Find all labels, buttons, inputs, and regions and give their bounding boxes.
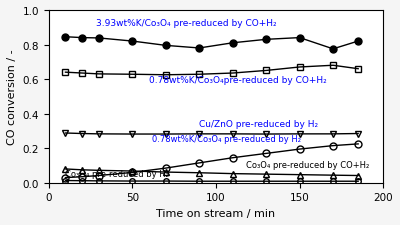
Text: 3.93wt%K/Co₃O₄ pre-reduced by CO+H₂: 3.93wt%K/Co₃O₄ pre-reduced by CO+H₂	[96, 19, 276, 28]
Co3O4 pre-reduced by CO+H2	[297, 173, 302, 176]
Co3O4 pre-reduced by H2	[356, 180, 360, 183]
Line: 0.78wt%K/Co3O4 pre-reduced by H2: 0.78wt%K/Co3O4 pre-reduced by H2	[62, 141, 362, 181]
Text: Co₃O₄ pre-reduced by H₂: Co₃O₄ pre-reduced by H₂	[66, 170, 169, 179]
Co3O4 pre-reduced by CO+H2	[130, 170, 135, 173]
0.78wt%K/Co3O4 pre-reduced by CO+H2	[80, 72, 84, 75]
0.78wt%K/Co3O4 pre-reduced by H2	[164, 167, 168, 170]
Co3O4 pre-reduced by H2	[63, 179, 68, 182]
0.78wt%K/Co3O4 pre-reduced by H2	[331, 145, 336, 147]
Cu/ZnO pre-reduced by H2	[80, 133, 84, 135]
Line: Co3O4 pre-reduced by CO+H2: Co3O4 pre-reduced by CO+H2	[62, 166, 362, 179]
Co3O4 pre-reduced by H2	[96, 180, 101, 182]
3.93wt%K/Co3O4 pre-reduced by CO+H2	[197, 47, 202, 50]
Cu/ZnO pre-reduced by H2	[230, 133, 235, 136]
0.78wt%K/Co3O4 pre-reduced by CO+H2	[331, 65, 336, 67]
3.93wt%K/Co3O4 pre-reduced by CO+H2	[331, 48, 336, 51]
0.78wt%K/Co3O4 pre-reduced by CO+H2	[297, 66, 302, 69]
3.93wt%K/Co3O4 pre-reduced by CO+H2	[96, 37, 101, 40]
Co3O4 pre-reduced by CO+H2	[356, 174, 360, 177]
Cu/ZnO pre-reduced by H2	[331, 133, 336, 136]
3.93wt%K/Co3O4 pre-reduced by CO+H2	[63, 36, 68, 39]
Co3O4 pre-reduced by CO+H2	[230, 173, 235, 175]
0.78wt%K/Co3O4 pre-reduced by CO+H2	[230, 72, 235, 75]
Cu/ZnO pre-reduced by H2	[164, 133, 168, 136]
Co3O4 pre-reduced by H2	[230, 180, 235, 183]
Text: 0.78wt%K/Co₃O₄ pre-reduced by H₂: 0.78wt%K/Co₃O₄ pre-reduced by H₂	[152, 134, 302, 143]
Co3O4 pre-reduced by CO+H2	[63, 168, 68, 171]
Line: 3.93wt%K/Co3O4 pre-reduced by CO+H2: 3.93wt%K/Co3O4 pre-reduced by CO+H2	[62, 34, 362, 53]
Co3O4 pre-reduced by H2	[297, 180, 302, 183]
Co3O4 pre-reduced by H2	[331, 180, 336, 183]
Co3O4 pre-reduced by H2	[197, 180, 202, 183]
3.93wt%K/Co3O4 pre-reduced by CO+H2	[164, 45, 168, 47]
0.78wt%K/Co3O4 pre-reduced by H2	[197, 162, 202, 164]
0.78wt%K/Co3O4 pre-reduced by H2	[264, 152, 268, 155]
0.78wt%K/Co3O4 pre-reduced by CO+H2	[63, 72, 68, 74]
Co3O4 pre-reduced by CO+H2	[80, 169, 84, 171]
Line: Cu/ZnO pre-reduced by H2: Cu/ZnO pre-reduced by H2	[62, 130, 362, 138]
Line: 0.78wt%K/Co3O4 pre-reduced by CO+H2: 0.78wt%K/Co3O4 pre-reduced by CO+H2	[62, 63, 362, 79]
0.78wt%K/Co3O4 pre-reduced by H2	[356, 143, 360, 146]
Cu/ZnO pre-reduced by H2	[356, 133, 360, 135]
0.78wt%K/Co3O4 pre-reduced by H2	[130, 171, 135, 174]
Text: 0.78wt%K/Co₃O₄pre-reduced by CO+H₂: 0.78wt%K/Co₃O₄pre-reduced by CO+H₂	[149, 76, 327, 85]
0.78wt%K/Co3O4 pre-reduced by CO+H2	[130, 74, 135, 76]
0.78wt%K/Co3O4 pre-reduced by CO+H2	[356, 68, 360, 71]
Cu/ZnO pre-reduced by H2	[297, 133, 302, 136]
Cu/ZnO pre-reduced by H2	[63, 132, 68, 135]
3.93wt%K/Co3O4 pre-reduced by CO+H2	[356, 40, 360, 43]
Co3O4 pre-reduced by CO+H2	[197, 172, 202, 174]
Cu/ZnO pre-reduced by H2	[130, 133, 135, 136]
0.78wt%K/Co3O4 pre-reduced by H2	[230, 157, 235, 159]
Text: Cu/ZnO pre-reduced by H₂: Cu/ZnO pre-reduced by H₂	[199, 119, 318, 128]
Text: Co₃O₄ pre-reduced by CO+H₂: Co₃O₄ pre-reduced by CO+H₂	[246, 160, 369, 169]
Co3O4 pre-reduced by CO+H2	[331, 174, 336, 177]
Co3O4 pre-reduced by H2	[130, 180, 135, 183]
0.78wt%K/Co3O4 pre-reduced by CO+H2	[197, 74, 202, 76]
0.78wt%K/Co3O4 pre-reduced by H2	[96, 174, 101, 177]
3.93wt%K/Co3O4 pre-reduced by CO+H2	[297, 37, 302, 40]
Co3O4 pre-reduced by CO+H2	[264, 173, 268, 176]
Co3O4 pre-reduced by CO+H2	[164, 171, 168, 174]
Line: Co3O4 pre-reduced by H2: Co3O4 pre-reduced by H2	[63, 178, 361, 184]
3.93wt%K/Co3O4 pre-reduced by CO+H2	[264, 39, 268, 41]
0.78wt%K/Co3O4 pre-reduced by H2	[63, 176, 68, 179]
0.78wt%K/Co3O4 pre-reduced by H2	[297, 148, 302, 151]
3.93wt%K/Co3O4 pre-reduced by CO+H2	[230, 42, 235, 45]
Co3O4 pre-reduced by CO+H2	[96, 169, 101, 172]
0.78wt%K/Co3O4 pre-reduced by CO+H2	[264, 70, 268, 72]
Co3O4 pre-reduced by H2	[164, 180, 168, 183]
0.78wt%K/Co3O4 pre-reduced by CO+H2	[96, 73, 101, 76]
3.93wt%K/Co3O4 pre-reduced by CO+H2	[130, 40, 135, 43]
Cu/ZnO pre-reduced by H2	[197, 133, 202, 136]
Co3O4 pre-reduced by H2	[80, 180, 84, 182]
0.78wt%K/Co3O4 pre-reduced by H2	[80, 176, 84, 178]
Y-axis label: CO conversion / -: CO conversion / -	[7, 49, 17, 144]
X-axis label: Time on stream / min: Time on stream / min	[156, 208, 276, 218]
0.78wt%K/Co3O4 pre-reduced by CO+H2	[164, 74, 168, 77]
Cu/ZnO pre-reduced by H2	[264, 133, 268, 136]
Co3O4 pre-reduced by H2	[264, 180, 268, 183]
Cu/ZnO pre-reduced by H2	[96, 133, 101, 136]
3.93wt%K/Co3O4 pre-reduced by CO+H2	[80, 37, 84, 40]
